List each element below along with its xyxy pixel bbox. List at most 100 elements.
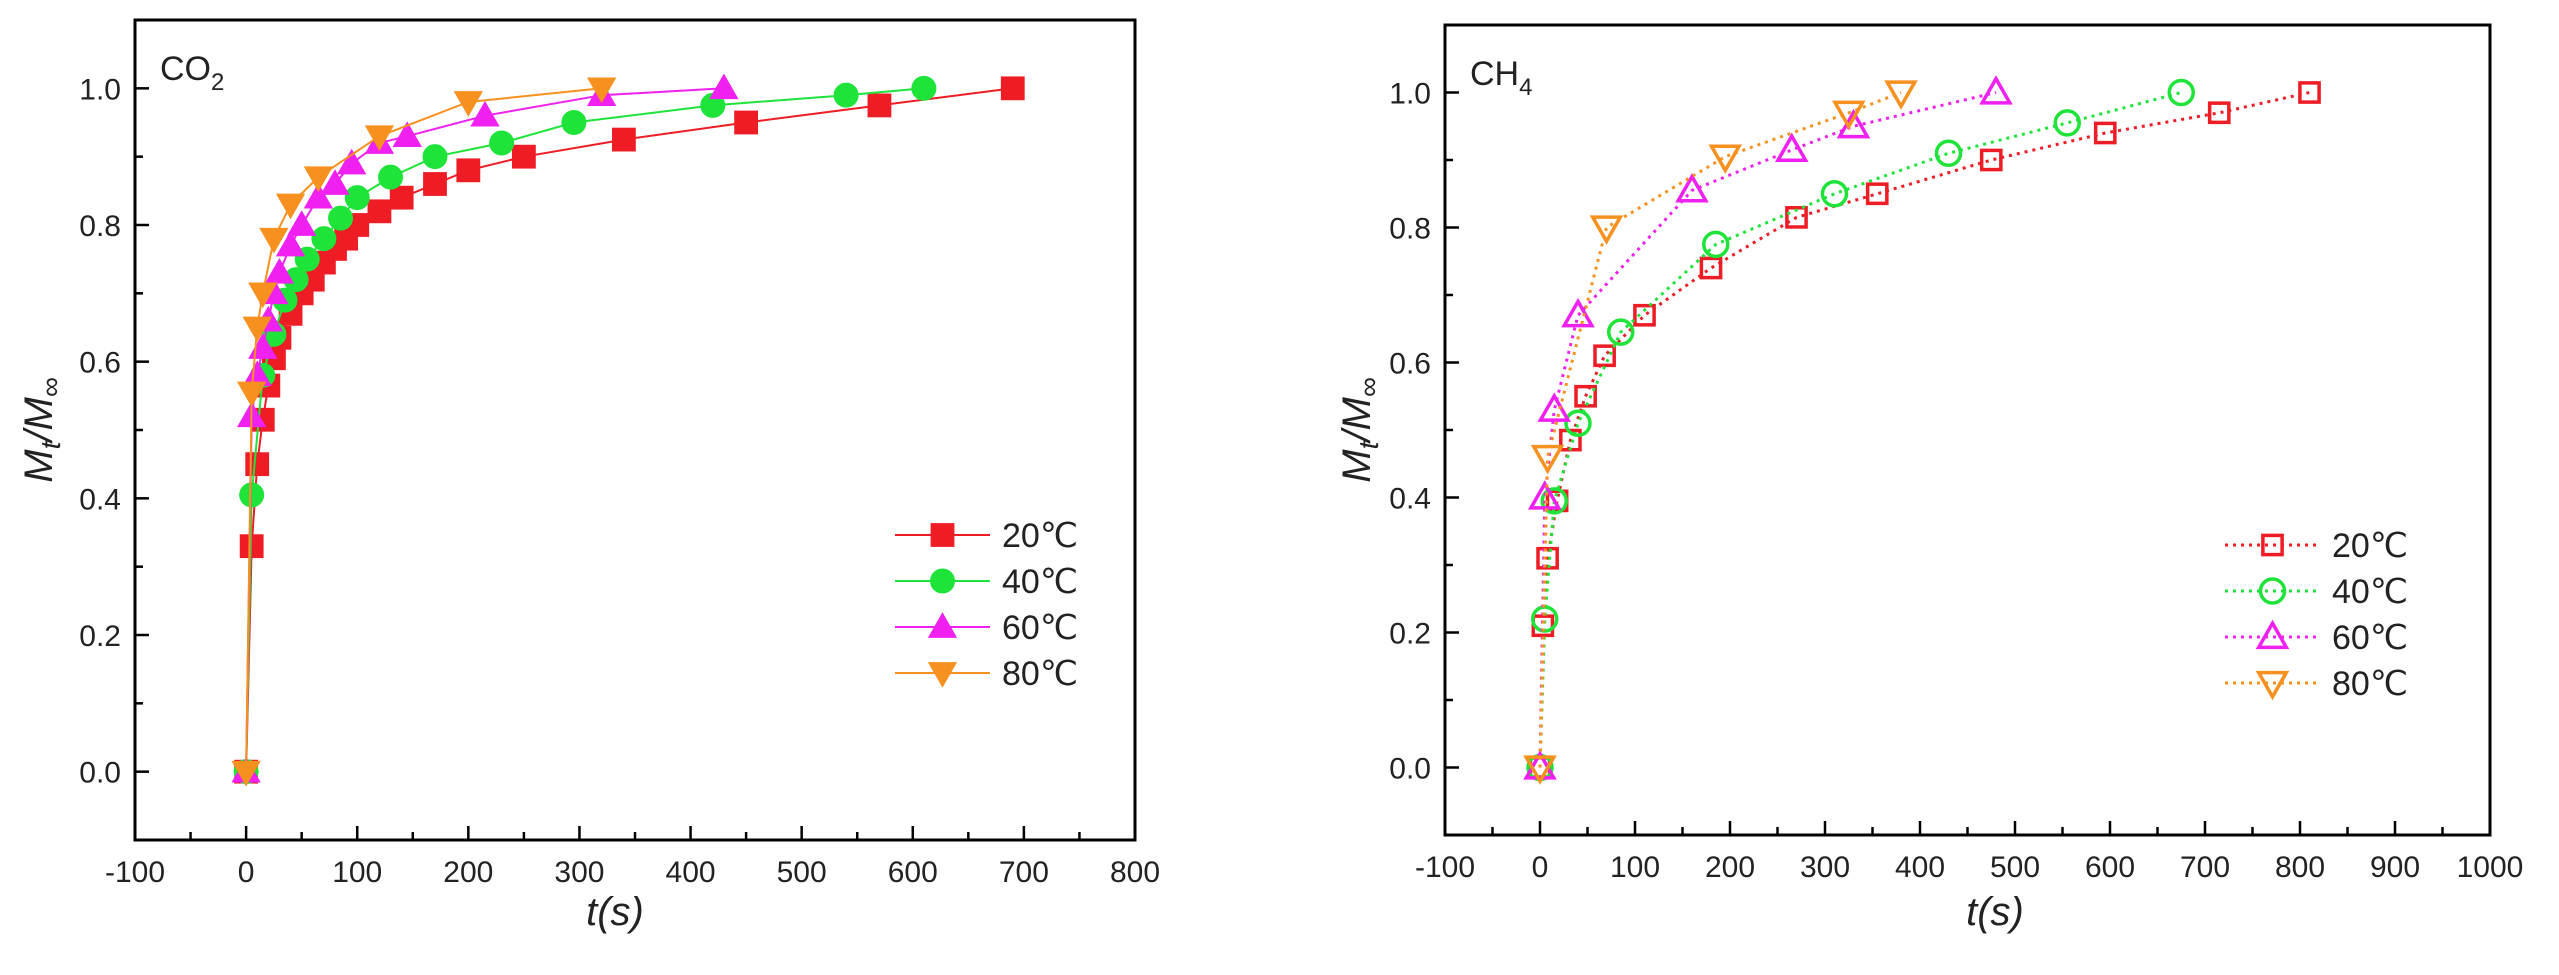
data-series: [231, 73, 1025, 787]
y-tick-label: 0.6: [79, 347, 121, 380]
x-tick-label: 100: [332, 856, 382, 889]
x-tick-label: 1000: [2457, 851, 2524, 884]
data-point: [2167, 78, 2195, 107]
axis-ticks: -100 0 100 200 300 400 500 600 700 800 0.0 0.2 0.4 0.…: [79, 73, 1160, 889]
data-point: [237, 381, 267, 408]
data-point: [489, 130, 515, 156]
x-tick-label: 200: [443, 856, 493, 889]
data-point: [2298, 81, 2321, 104]
data-point: [1540, 487, 1568, 515]
data-point: [734, 110, 759, 135]
axis-ticks: -100 0 100 200 300 400 500 600 700 800 900 1000 0.0 0…: [1389, 78, 2523, 885]
legend-marker: [2255, 670, 2290, 701]
x-tick-label: -100: [1415, 851, 1475, 884]
data-point: [389, 185, 414, 210]
data-point: [1607, 318, 1635, 346]
data-point: [239, 482, 265, 508]
data-point: [2207, 101, 2231, 125]
data-point: [1979, 148, 2003, 172]
data-point: [231, 760, 261, 787]
y-tick-label: 0.4: [1389, 483, 1431, 516]
data-point: [1633, 303, 1656, 327]
y-axis-title: Mt/M∞: [17, 377, 66, 483]
legend-marker: [930, 523, 955, 547]
data-point: [378, 164, 404, 190]
y-tick-label: 1.0: [79, 73, 121, 106]
data-point: [337, 148, 367, 175]
data-point: [1831, 100, 1866, 131]
x-tick-label: 300: [1800, 851, 1850, 884]
x-tick-label: 400: [1895, 851, 1945, 884]
legend-marker: [2258, 577, 2287, 605]
x-tick-label: 700: [999, 856, 1049, 889]
data-point: [1865, 182, 1889, 206]
x-tick-label: 100: [1610, 851, 1660, 884]
data-point: [287, 210, 317, 236]
y-tick-label: 1.0: [1389, 78, 1431, 111]
y-axis-title: Mt/M∞: [1335, 377, 1384, 483]
data-point: [242, 316, 272, 343]
data-point: [587, 77, 617, 104]
legend-marker: [927, 612, 958, 638]
data-point: [311, 226, 337, 252]
data-point: [911, 75, 937, 101]
legend-label: 20℃: [1002, 517, 1078, 555]
data-point: [1564, 409, 1592, 437]
data-point: [1708, 144, 1743, 174]
data-point: [1675, 173, 1709, 203]
legend-label: 40℃: [1002, 563, 1078, 601]
series-2: [1526, 78, 2195, 782]
y-tick-label: 0.4: [79, 483, 121, 516]
data-point: [1884, 80, 1918, 110]
x-tick-label: 0: [238, 856, 255, 889]
series-1: [234, 76, 1025, 784]
data-point: [1785, 206, 1808, 229]
data-point: [422, 144, 448, 170]
data-point: [344, 185, 370, 211]
legend: 20℃ 40℃ 60℃ 80℃: [895, 517, 1078, 693]
chart-panel-co2: CO2 t(s) Mt/M∞ -100 0 100 200 300 400 500 600 70…: [17, 18, 1160, 934]
x-tick-label: 900: [2370, 851, 2420, 884]
data-point: [470, 100, 500, 127]
y-tick-label: 0.0: [1389, 753, 1431, 786]
data-point: [392, 121, 422, 148]
data-point: [303, 182, 333, 209]
legend-label: 60℃: [1002, 609, 1078, 647]
data-point: [303, 166, 333, 192]
series-line: [1538, 91, 2182, 768]
legend-marker: [2261, 533, 2284, 557]
legend-marker: [930, 568, 955, 594]
legend-label: 40℃: [2332, 573, 2408, 611]
data-point: [456, 158, 481, 183]
legend-label: 60℃: [2332, 619, 2408, 657]
data-point: [1536, 546, 1559, 570]
data-point: [1934, 139, 1963, 167]
x-tick-label: 700: [2180, 851, 2230, 884]
data-point: [1702, 230, 1730, 259]
data-point: [364, 125, 395, 151]
data-point: [275, 230, 306, 257]
series-3: [1523, 75, 2013, 780]
x-tick-label: 600: [888, 856, 938, 889]
data-series: [1523, 75, 2321, 785]
x-tick-label: 500: [777, 856, 827, 889]
data-point: [1979, 75, 2013, 105]
data-point: [2093, 121, 2117, 145]
legend-label: 80℃: [1002, 655, 1078, 693]
x-tick-label: 300: [554, 856, 604, 889]
x-axis-title: t(s): [586, 890, 644, 934]
data-point: [867, 93, 892, 118]
data-point: [1593, 344, 1616, 368]
x-tick-label: 800: [2275, 851, 2325, 884]
data-point: [453, 91, 483, 117]
series-4: [1523, 80, 1918, 785]
data-point: [1537, 392, 1572, 422]
data-point: [511, 144, 536, 169]
data-point: [275, 193, 306, 220]
data-point: [1523, 755, 1557, 785]
panel-title: CH4: [1470, 55, 1532, 101]
x-tick-label: 800: [1110, 856, 1160, 889]
series-1: [1528, 81, 2321, 779]
x-tick-label: 200: [1705, 851, 1755, 884]
x-tick-label: 600: [2085, 851, 2135, 884]
